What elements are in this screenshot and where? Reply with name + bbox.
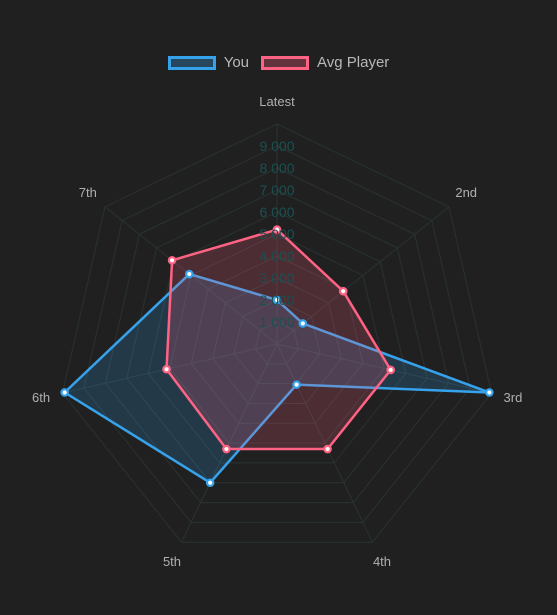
grid-ring: [61, 123, 493, 543]
category-label: 6th: [32, 390, 50, 405]
grid-ring: [233, 299, 321, 385]
series-1-point: [323, 444, 332, 454]
grid-ring: [212, 277, 342, 404]
category-label: 3rd: [504, 390, 523, 405]
category-label: 2nd: [455, 185, 477, 200]
category-label: 4th: [373, 554, 391, 569]
grid-ring: [126, 189, 428, 484]
legend-label-avg-player: Avg Player: [317, 54, 390, 71]
category-label: 5th: [163, 554, 181, 569]
radial-tick-label: 5 000: [259, 226, 294, 242]
radial-tick-label: 2 000: [259, 292, 294, 308]
series-1-point: [338, 286, 348, 296]
series-1-area: [165, 228, 393, 451]
grid-ring: [255, 321, 299, 365]
legend-swatch-you: [167, 55, 216, 70]
series-0-point: [272, 295, 282, 305]
radial-tick-label: 1 000: [259, 314, 294, 330]
radial-tick-label: 6 000: [259, 204, 294, 220]
grid-ring: [104, 167, 450, 504]
series-0-point: [485, 388, 494, 397]
grid-spoke: [276, 343, 373, 543]
category-label: Latest: [259, 94, 295, 109]
series-0-point: [292, 380, 301, 389]
series-0-point: [60, 388, 69, 397]
radial-tick-label: 7 000: [259, 182, 294, 198]
radial-tick-label: 3 000: [259, 270, 294, 286]
series-0-point: [205, 478, 215, 488]
series-1-point: [272, 225, 282, 234]
radial-tick-label: 4 000: [259, 248, 294, 264]
grid-ring: [147, 211, 407, 464]
legend-swatch-avg-player: [261, 55, 310, 70]
radial-tick-label: 9 000: [259, 138, 294, 154]
legend: You Avg Player: [0, 54, 557, 71]
grid-ring: [169, 233, 385, 444]
series-1-point: [222, 444, 231, 454]
legend-item-avg-player[interactable]: Avg Player: [261, 54, 389, 71]
grid-ring: [83, 145, 471, 523]
grid-spoke: [181, 343, 278, 543]
category-label: 7th: [79, 185, 97, 200]
legend-label-you: You: [223, 54, 250, 71]
radial-tick-label: 8 000: [259, 160, 294, 176]
series-0-area: [62, 272, 490, 485]
legend-item-you[interactable]: You: [167, 54, 250, 71]
series-0-point: [184, 269, 194, 279]
series-0-point: [298, 319, 308, 328]
series-1-point: [386, 365, 395, 375]
grid-spoke: [276, 343, 492, 394]
series-1-point: [167, 256, 177, 265]
series-1-point: [162, 364, 171, 374]
